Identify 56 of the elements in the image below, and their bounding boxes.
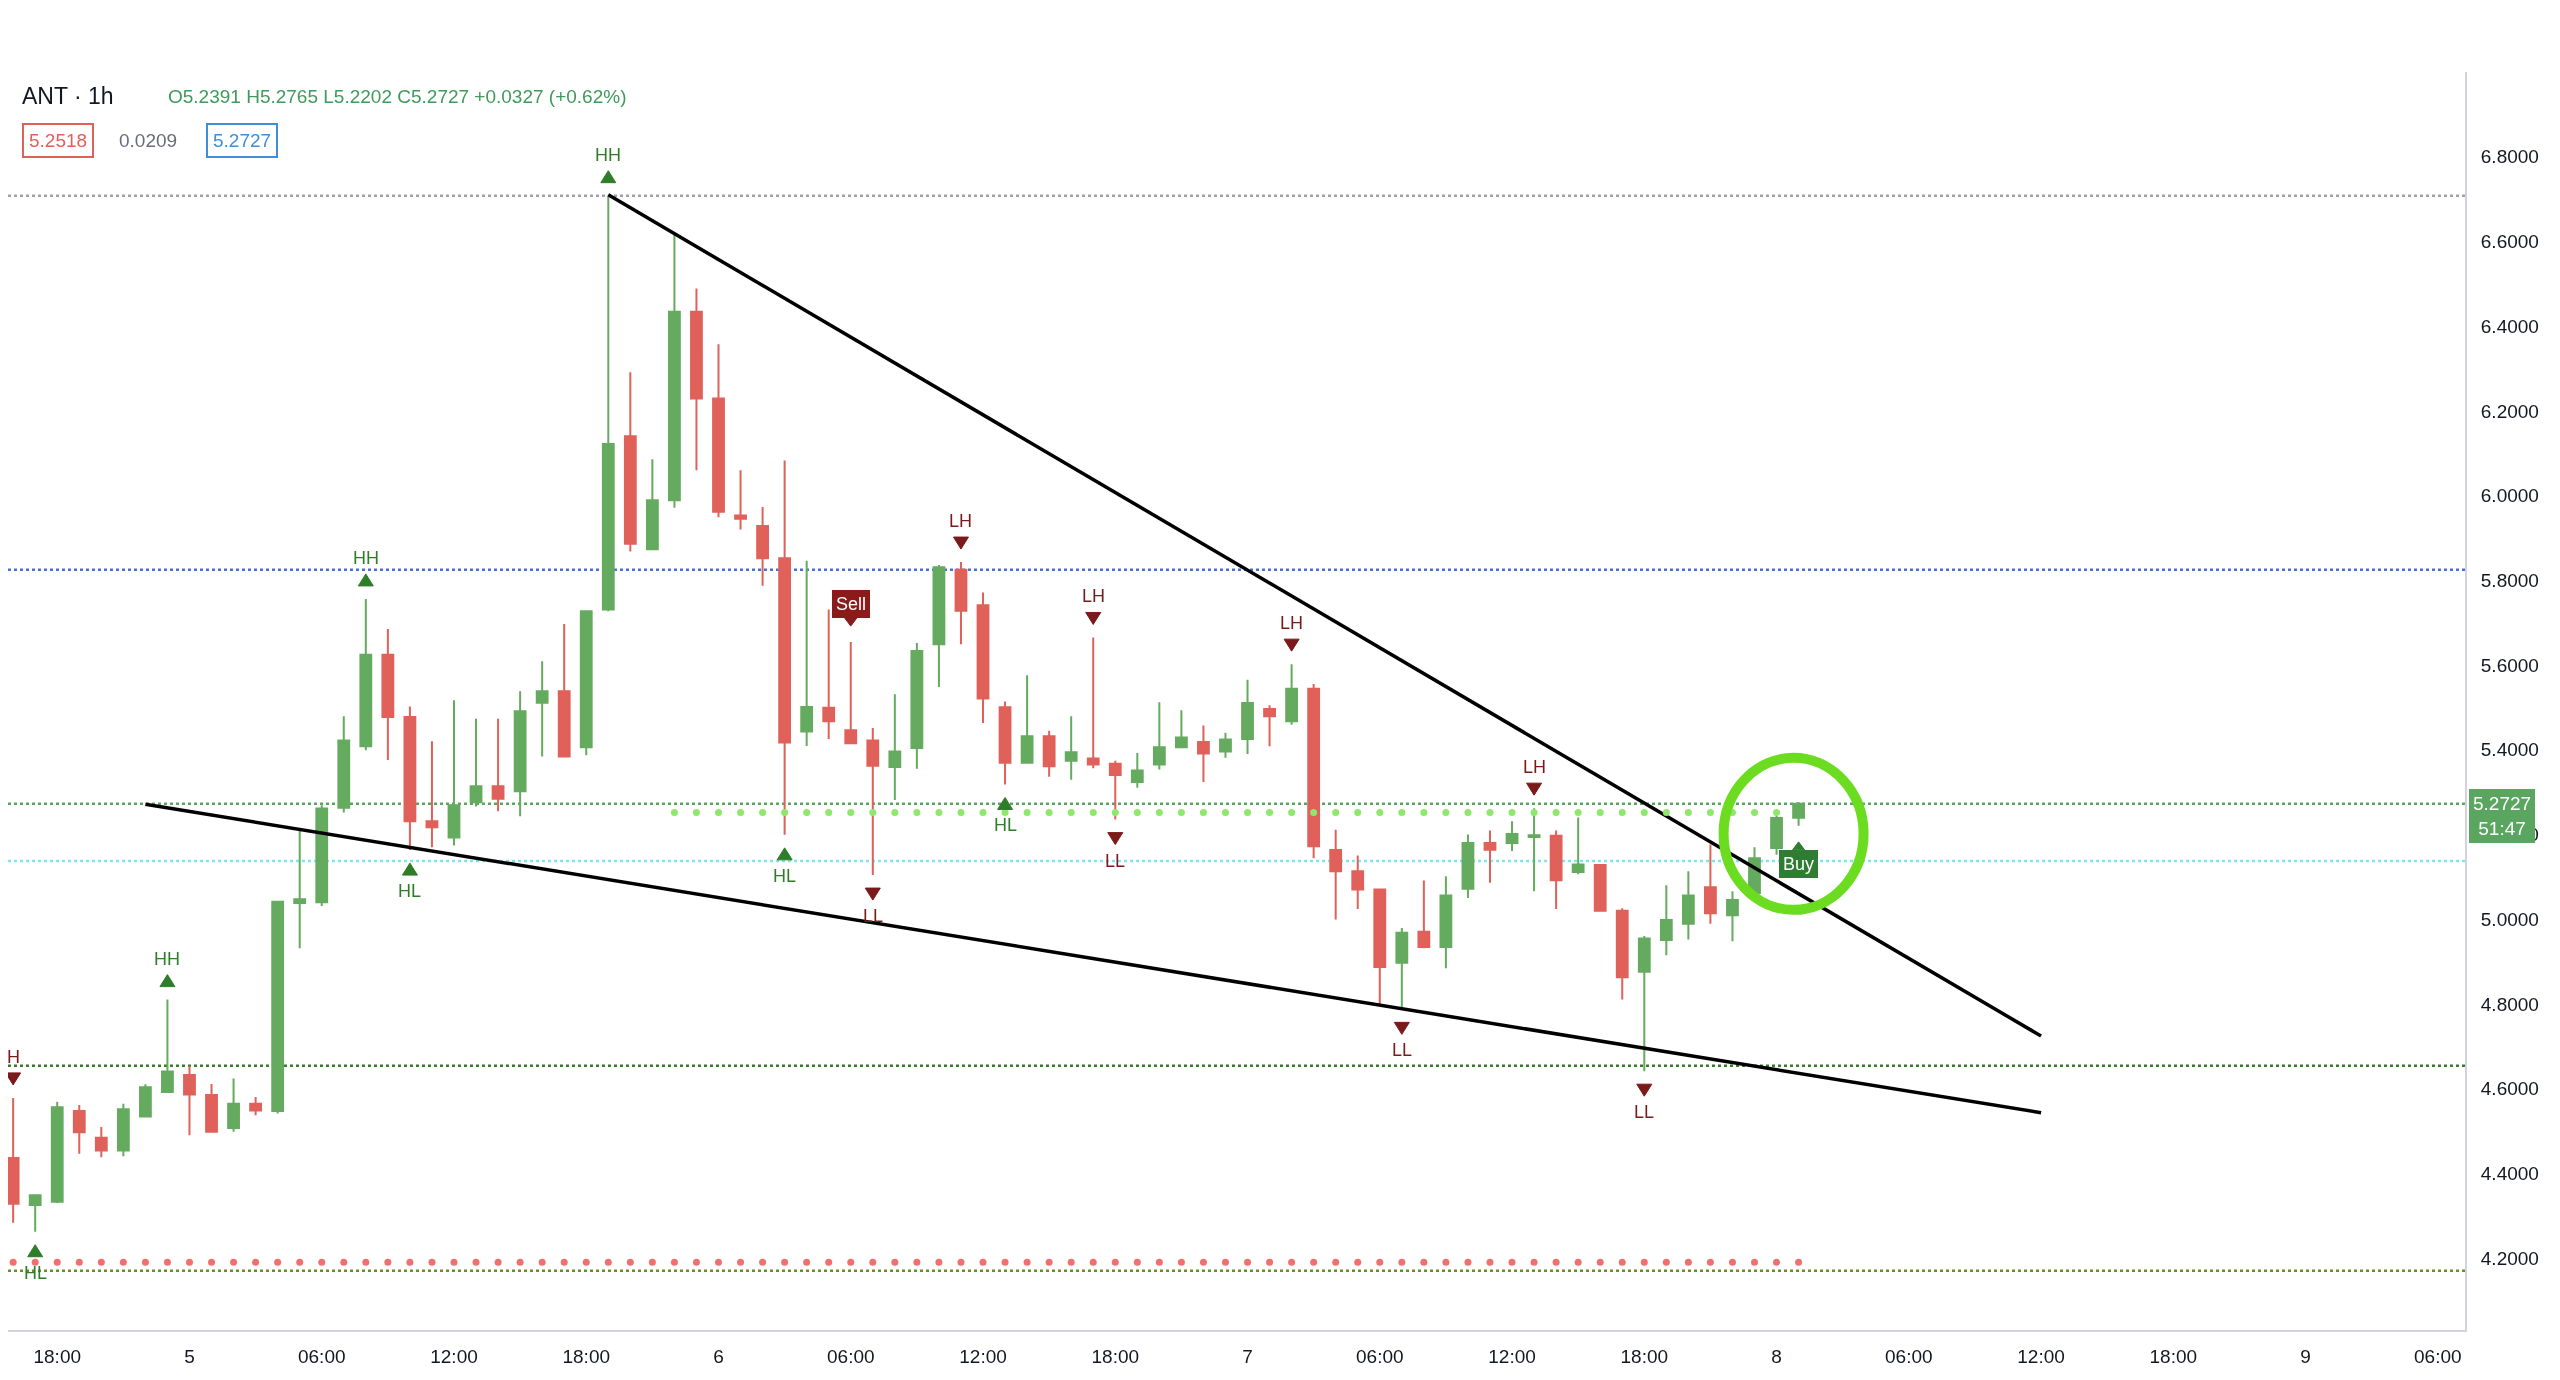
annotation: LL	[863, 906, 884, 926]
annotation: HH	[353, 548, 379, 568]
x-tick-label: 9	[2300, 1345, 2311, 1367]
annotation: LH	[949, 511, 973, 531]
x-tick-label: 06:00	[1885, 1345, 1933, 1367]
x-tick-label: 5	[184, 1345, 195, 1367]
x-tick-label: 18:00	[2149, 1345, 2198, 1367]
y-tick-label: 6.4000	[2480, 315, 2539, 337]
x-tick-label: 7	[1242, 1345, 1253, 1367]
annotation: Sell	[836, 594, 867, 614]
annotation: HL	[773, 866, 797, 886]
y-tick-label: 4.2000	[2480, 1247, 2539, 1269]
annotation: 5.2727	[213, 130, 272, 151]
x-tick-label: 12:00	[1488, 1345, 1536, 1367]
x-tick-label: 18:00	[33, 1345, 81, 1367]
annotation: 0.0209	[119, 130, 178, 151]
annotation: LL	[1392, 1040, 1413, 1060]
annotation: HL	[994, 815, 1018, 835]
ref-line-label: 5.2727 51:47	[2473, 793, 2532, 839]
x-tick-label: 06:00	[297, 1345, 346, 1367]
annotation: 5.2518	[29, 130, 88, 151]
annotation: HL	[24, 1263, 48, 1283]
annotation: Buy	[1783, 854, 1815, 874]
x-tick-label: 06:00	[1356, 1345, 1404, 1367]
y-tick-label: 6.8000	[2480, 146, 2539, 168]
x-tick-label: 06:00	[826, 1345, 875, 1367]
annotation: H	[7, 1047, 20, 1067]
x-tick-label: 18:00	[1091, 1345, 1140, 1367]
annotation: HH	[595, 145, 621, 165]
text: O5.2391 H5.2765 L5.2202 C5.2727 +0.0327 (+0.62%)	[168, 86, 627, 107]
annotation: LH	[1280, 613, 1304, 633]
x-tick-label: 18:00	[562, 1345, 611, 1367]
x-tick-label: 8	[1771, 1345, 1782, 1367]
y-tick-label: 4.6000	[2480, 1078, 2539, 1100]
x-tick-label: 12:00	[2017, 1345, 2065, 1367]
x-tick-label: 18:00	[1620, 1345, 1669, 1367]
annotation: LL	[1634, 1102, 1655, 1122]
annotation: LL	[1105, 851, 1126, 871]
text: ANT · 1h	[22, 83, 114, 110]
y-tick-label: 6.6000	[2480, 231, 2539, 253]
y-tick-label: 4.8000	[2480, 993, 2539, 1015]
y-tick-label: 6.0000	[2480, 485, 2539, 507]
x-tick-label: 06:00	[2414, 1345, 2462, 1367]
y-tick-label: 5.8000	[2480, 569, 2539, 591]
y-tick-label: 5.6000	[2480, 654, 2539, 676]
annotation: HL	[398, 881, 422, 901]
x-tick-label: 12:00	[959, 1345, 1007, 1367]
annotation: LH	[1523, 757, 1547, 777]
annotation: LH	[1082, 586, 1106, 606]
y-tick-label: 4.4000	[2480, 1162, 2539, 1184]
y-tick-label: 5.4000	[2480, 739, 2539, 761]
annotation: HH	[154, 949, 180, 969]
y-tick-label: 5.0000	[2480, 908, 2539, 930]
y-tick-label: 6.2000	[2480, 400, 2539, 422]
x-tick-label: 12:00	[430, 1345, 478, 1367]
x-tick-label: 6	[713, 1345, 724, 1367]
